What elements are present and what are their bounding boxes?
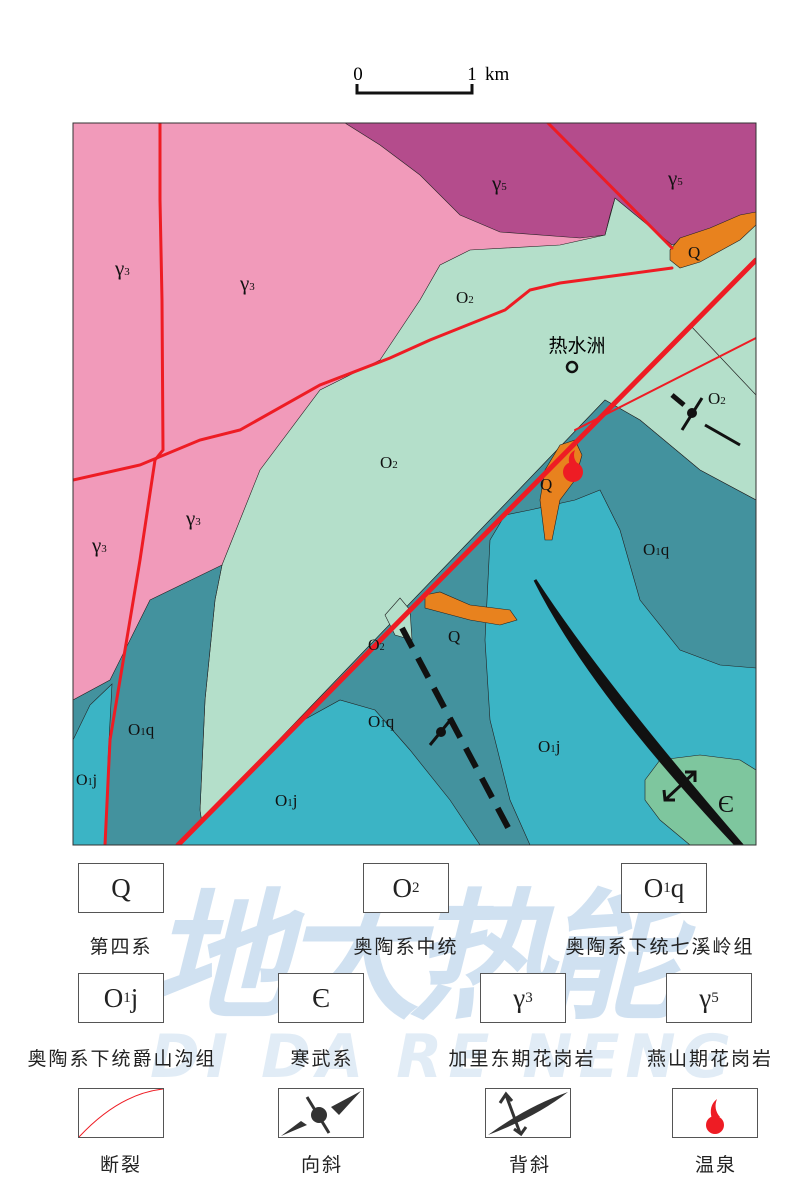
- label-q: Q: [448, 627, 460, 646]
- unit-q-small: [424, 591, 518, 626]
- fault-branch: [574, 337, 756, 431]
- label-o1q: O1q: [643, 540, 670, 559]
- syncline-icon: [281, 1091, 361, 1136]
- label-o2: O2: [380, 453, 398, 472]
- map-frame: [72, 122, 757, 846]
- legend-label: 断裂: [99, 1154, 143, 1176]
- legend-label: 奥陶系下统七溪岭组: [565, 936, 755, 958]
- legend-swatch-anticline: [485, 1088, 571, 1138]
- town-marker-icon: [565, 360, 579, 374]
- label-g3: γ3: [91, 533, 107, 557]
- legend-label: 温泉: [694, 1154, 738, 1176]
- hot-spring-icon: [563, 450, 583, 482]
- legend-swatch-hot-spring: [672, 1088, 758, 1138]
- scale-end: 1: [467, 64, 477, 85]
- faults: [73, 123, 756, 845]
- label-o2: O2: [708, 389, 726, 408]
- legend-swatch-q: Q: [78, 863, 164, 913]
- legend-label: 背斜: [508, 1154, 552, 1176]
- unit-labels: γ3 γ3 γ3 γ3 γ5 γ5 O2 O2 O2 O2 Q Q Q O1q …: [76, 166, 734, 818]
- geological-map: 0 1 km: [72, 64, 757, 846]
- legend-label: 燕山期花岗岩: [646, 1048, 774, 1070]
- label-g5: γ5: [667, 166, 683, 190]
- legend-swatch-syncline: [278, 1088, 364, 1138]
- main-fault: [175, 257, 756, 845]
- syncline-axis-ne: [670, 393, 741, 447]
- label-o1j: O1j: [76, 772, 97, 789]
- label-o1j: O1j: [538, 737, 561, 756]
- legend-label: 第四系: [89, 936, 153, 958]
- legend-swatch-fault: [78, 1088, 164, 1138]
- legend-swatch-cambrian: Є: [278, 973, 364, 1023]
- label-o1j: O1j: [275, 791, 298, 810]
- label-o1q: O1q: [128, 720, 155, 739]
- unit-q-ne: [669, 211, 756, 269]
- fault-line-icon: [79, 1089, 163, 1137]
- label-o2: O2: [456, 288, 474, 307]
- label-cambrian: Є: [718, 792, 734, 818]
- legend-label: 奥陶系中统: [353, 936, 459, 958]
- scale-start: 0: [353, 64, 363, 85]
- anticline-icon: [488, 1091, 568, 1137]
- label-q: Q: [540, 475, 552, 494]
- anticline-symbol: [662, 770, 697, 802]
- label-q: Q: [688, 243, 700, 262]
- label-g3: γ3: [239, 271, 255, 295]
- syncline-axis: [399, 626, 515, 837]
- fault-curved: [73, 266, 674, 482]
- hot-spring-icon: [706, 1099, 724, 1134]
- place-name: 热水洲: [548, 335, 605, 357]
- legend-label: 加里东期花岗岩: [448, 1048, 596, 1070]
- label-g3: γ3: [185, 506, 201, 530]
- scale-unit: km: [485, 64, 510, 85]
- label-o2: O2: [368, 637, 385, 654]
- unit-o1q-left: [73, 564, 223, 845]
- label-g5: γ5: [491, 171, 507, 195]
- scale-bar: 0 1 km: [353, 64, 510, 95]
- label-g3: γ3: [114, 256, 130, 280]
- legend-label: 奥陶系下统爵山沟组: [27, 1048, 217, 1070]
- unit-o1j-a: [177, 699, 481, 845]
- anticline-axis: [533, 579, 744, 845]
- legend-label: 寒武系: [290, 1048, 354, 1070]
- fault-ne: [546, 123, 674, 250]
- legend-label: 向斜: [300, 1154, 344, 1176]
- label-o1q: O1q: [368, 712, 395, 731]
- fault-west: [103, 123, 165, 845]
